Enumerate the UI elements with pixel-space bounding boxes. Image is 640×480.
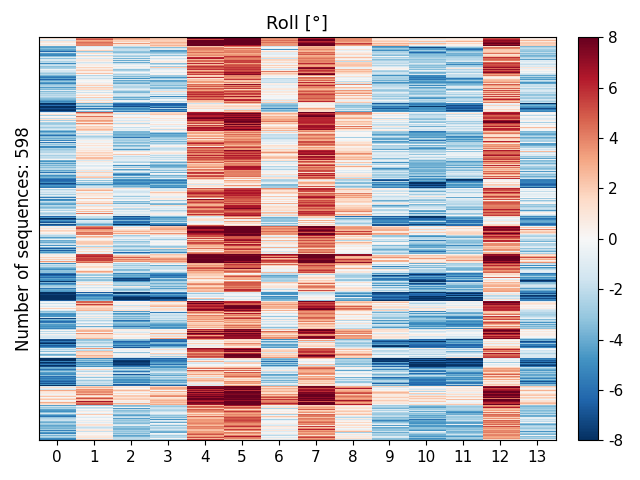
Title: Roll [°]: Roll [°] — [266, 15, 328, 33]
Y-axis label: Number of sequences: 598: Number of sequences: 598 — [15, 126, 33, 351]
